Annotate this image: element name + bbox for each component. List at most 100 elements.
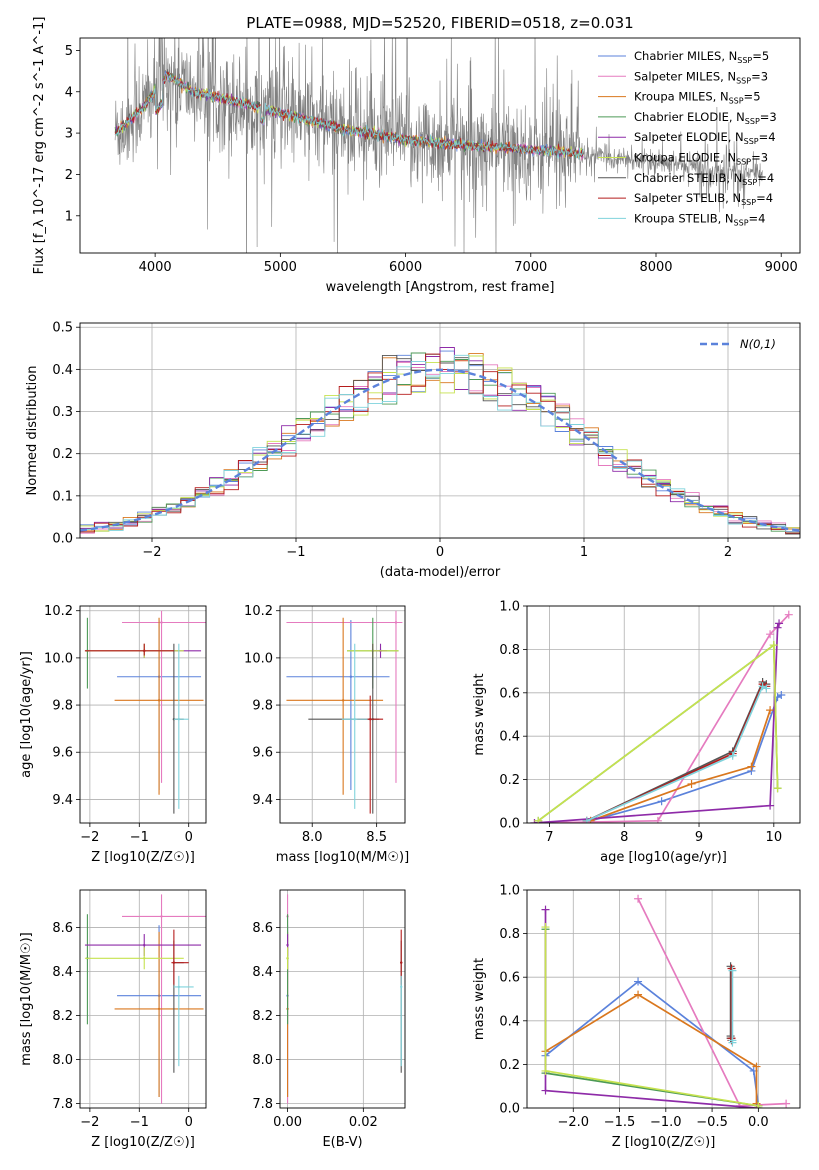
- y-tick-label: 0.1: [52, 489, 73, 504]
- point-salpeter-stelib: [172, 961, 176, 964]
- age-vs-Z-plot-area: [84, 610, 206, 814]
- y-tick-label: 0.0: [52, 532, 73, 547]
- observed-spectrum-line: [114, 38, 763, 253]
- x-tick-label: 0.02: [349, 1115, 378, 1130]
- cum-weight-vs-age-panel: 7 8 9 10 0.0 0.2 0.4 0.6 0.8 1.0 age [log10(age/yr…: [472, 600, 801, 865]
- mass-vs-Z-panel: −2 −1 0 7.8 8.0 8.2 8.4 8.6 Z [log10(Z/Z☉)] mass …: [19, 889, 207, 1150]
- y-tick-label: 1: [65, 209, 73, 224]
- series-marker-salpeter-elodie: [773, 623, 782, 632]
- x-tick-label: 7000: [514, 260, 547, 275]
- x-tick-label: −2.0: [557, 1115, 589, 1130]
- mass-vs-ebv-panel: 0.00 0.02 7.8 8.0 8.2 8.4 8.6 E(B-V): [252, 889, 406, 1150]
- x-axis-label: E(B-V): [322, 1135, 362, 1150]
- y-tick-label: 7.8: [52, 1097, 73, 1112]
- x-tick-label: 8.0: [302, 830, 323, 845]
- series-marker-chabrier-miles: [777, 690, 786, 699]
- series-line-salpeter-elodie: [534, 623, 780, 823]
- legend-label-chabrier-stelib: Chabrier STELIB, NSSP=4: [634, 171, 774, 187]
- y-tick-label: 1.0: [499, 884, 520, 899]
- mass-vs-ebv-plot-area: [286, 894, 403, 1104]
- series-marker-kroupa-elodie: [534, 816, 543, 823]
- series-marker-kroupa-miles: [634, 990, 643, 999]
- hist-step-salpeter-stelib: [80, 353, 800, 534]
- x-axis-label: mass [log10(M/M☉)]: [276, 850, 409, 865]
- legend-model-name: Salpeter STELIB: [634, 191, 725, 205]
- x-tick-label: 6000: [389, 260, 422, 275]
- series-marker-kroupa-miles: [766, 706, 775, 715]
- axes-frame: [526, 605, 801, 824]
- y-tick-label: 0.4: [499, 1014, 520, 1029]
- x-tick-label: 0: [436, 545, 444, 560]
- x-tick-label: 1: [580, 545, 588, 560]
- y-tick-label: 9.4: [52, 793, 73, 808]
- series-marker-kroupa-stelib: [582, 816, 591, 823]
- x-tick-label: 9: [695, 830, 703, 845]
- point-kroupa-elodie: [143, 957, 146, 960]
- x-tick-label: −1.5: [604, 1115, 636, 1130]
- series-marker-salpeter-miles: [653, 816, 662, 823]
- point-salpeter-miles: [394, 621, 398, 624]
- series-marker-kroupa-elodie: [773, 784, 782, 793]
- legend-model-name: Kroupa STELIB: [634, 211, 718, 225]
- y-tick-label: 0.8: [499, 643, 520, 658]
- legend-model-name: Kroupa MILES: [634, 90, 713, 104]
- axes-frame: [279, 605, 406, 824]
- legend-label-kroupa-elodie: Kroupa ELODIE, NSSP=3: [634, 151, 768, 167]
- series-marker-kroupa-stelib: [728, 1038, 737, 1047]
- point-kroupa-stelib: [177, 718, 181, 721]
- age-vs-mass-plot-area: [286, 610, 403, 814]
- residuals-panel: −2 −1 0 1 2 0.0 0.1 0.2 0.3 0.4 0.5 (data-model)/er…: [25, 321, 801, 580]
- y-tick-label: 3: [65, 127, 73, 142]
- model-line-kroupa-stelib: [114, 72, 584, 160]
- x-tick-label: −2: [80, 1115, 99, 1130]
- y-tick-label: 0.2: [499, 1058, 520, 1073]
- series-marker-kroupa-elodie: [541, 1066, 550, 1075]
- series-marker-kroupa-elodie: [754, 1104, 763, 1108]
- gaussian-curve: [80, 368, 800, 532]
- y-tick-label: 8.6: [52, 921, 73, 936]
- y-tick-label: 7.8: [252, 1097, 273, 1112]
- legend-label-kroupa-stelib: Kroupa STELIB, NSSP=4: [634, 211, 766, 227]
- spectrum-panel: 4000 5000 6000 7000 8000 900012345wavelength …: [32, 17, 801, 295]
- series-marker-kroupa-elodie: [541, 923, 550, 932]
- y-tick-label: 10.2: [244, 604, 273, 619]
- series-line-kroupa-miles: [545, 993, 758, 1104]
- y-tick-label: 10.0: [244, 651, 273, 666]
- axes-frame: [279, 889, 406, 1109]
- x-tick-label: 5000: [264, 260, 297, 275]
- series-marker-kroupa-stelib: [762, 684, 771, 693]
- cum-weight-vs-Z-plot-area: [541, 894, 791, 1108]
- x-axis-label: Z [log10(Z/Z☉)]: [91, 850, 195, 865]
- mass-vs-Z-plot-area: [84, 894, 206, 1104]
- series-marker-salpeter-elodie: [541, 1086, 550, 1095]
- axes-frame: [79, 37, 801, 254]
- legend-nssp: 4: [758, 211, 765, 225]
- series-line-salpeter-stelib: [586, 682, 767, 822]
- series-marker-salpeter-miles: [766, 630, 775, 639]
- y-tick-label: 9.8: [252, 699, 273, 714]
- series-marker-salpeter-miles: [634, 894, 643, 903]
- y-tick-label: 0.2: [52, 447, 73, 462]
- series-marker-salpeter-miles: [784, 610, 793, 619]
- x-tick-label: −1: [286, 545, 305, 560]
- y-axis-label: Normed distribution: [25, 366, 40, 496]
- legend-label-chabrier-elodie: Chabrier ELODIE, NSSP=3: [634, 110, 777, 126]
- age-vs-mass-panel: 8.0 8.5 9.4 9.6 9.8 10.0 10.2 mass [log10(M/M☉)…: [244, 604, 409, 865]
- y-tick-label: 0.0: [499, 817, 520, 832]
- x-axis-label: Z [log10(Z/Z☉)]: [612, 1135, 716, 1150]
- point-kroupa-miles: [157, 1007, 161, 1011]
- x-tick-label: −0.5: [696, 1115, 728, 1130]
- x-axis-label: (data-model)/error: [380, 565, 501, 580]
- legend-model-name: Kroupa ELODIE: [634, 151, 720, 165]
- axes-frame: [79, 322, 801, 539]
- y-tick-label: 0.8: [499, 927, 520, 942]
- y-tick-label: 2: [65, 168, 73, 183]
- x-axis-label: wavelength [Angstrom, rest frame]: [326, 280, 555, 295]
- x-tick-label: −2: [80, 830, 99, 845]
- point-salpeter-stelib: [143, 649, 146, 653]
- x-tick-label: 10: [766, 830, 783, 845]
- point-salpeter-stelib: [400, 961, 403, 964]
- y-tick-label: 8.0: [252, 1053, 273, 1068]
- x-tick-label: 2: [724, 545, 732, 560]
